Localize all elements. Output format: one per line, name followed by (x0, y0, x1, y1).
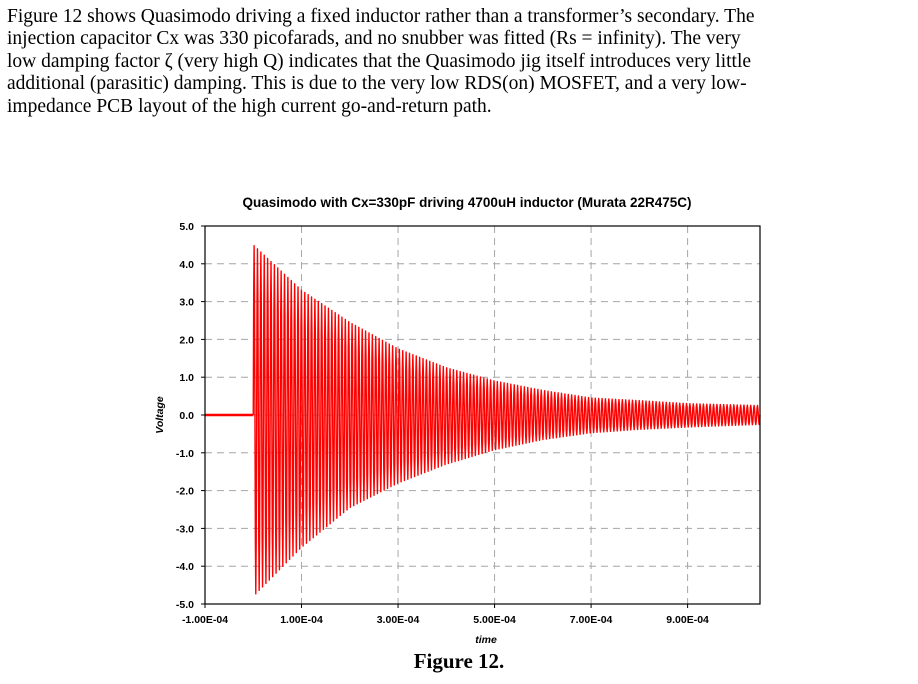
y-tick-label: -3.0 (176, 523, 194, 535)
x-tick-label: 3.00E-04 (377, 614, 420, 626)
y-tick-label: 5.0 (179, 221, 194, 233)
paragraph-line: low damping factor ζ (very high Q) indic… (7, 50, 752, 72)
x-tick-label: 5.00E-04 (473, 614, 516, 626)
x-axis-ticks: -1.00E-04 1.00E-04 3.00E-04 5.00E-04 7.00E-0… (182, 604, 709, 626)
x-tick-label: -1.00E-04 (182, 614, 228, 626)
y-tick-label: -1.0 (176, 448, 194, 460)
y-tick-label: 0.0 (179, 410, 194, 422)
series-line (252, 244, 761, 595)
y-tick-label: 3.0 (179, 297, 194, 309)
y-axis-ticks: 5.0 4.0 3.0 2.0 1.0 0.0 -1.0 -2.0 -3.0 -4.0 -5.0 (176, 221, 205, 611)
paragraph-line: injection capacitor Cx was 330 picofarad… (7, 28, 741, 50)
x-axis-label: time (475, 634, 497, 646)
y-tick-label: -5.0 (176, 599, 194, 611)
paragraph-line: Figure 12 shows Quasimodo driving a fixe… (7, 6, 755, 27)
x-tick-label: 7.00E-04 (570, 614, 613, 626)
chart-title: Quasimodo with Cx=330pF driving 4700uH i… (243, 195, 692, 210)
x-tick-label: 1.00E-04 (280, 614, 323, 626)
figure-caption: Figure 12. (413, 649, 505, 673)
paragraph-line: additional (parasitic) damping. This is … (7, 73, 747, 95)
paragraph-line: impedance PCB layout of the high current… (7, 95, 492, 117)
y-tick-label: -2.0 (176, 486, 194, 498)
y-axis-label: Voltage (154, 396, 166, 434)
waveform-series (205, 244, 761, 595)
y-tick-label: 4.0 (179, 259, 194, 271)
x-tick-label: 9.00E-04 (666, 614, 709, 626)
y-tick-label: 2.0 (179, 334, 194, 346)
y-tick-label: 1.0 (179, 372, 194, 384)
y-tick-label: -4.0 (176, 561, 194, 573)
body-paragraph: Figure 12 shows Quasimodo driving a fixe… (7, 6, 911, 118)
